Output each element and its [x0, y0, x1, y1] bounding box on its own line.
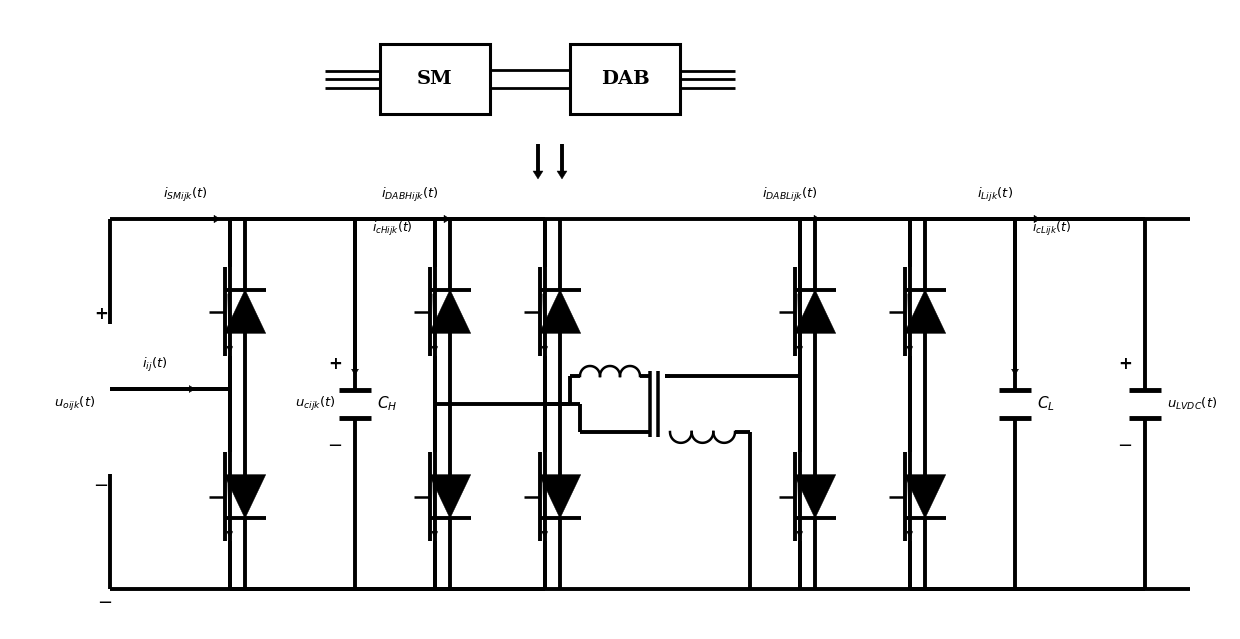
Text: $-$: $-$: [98, 592, 113, 610]
Polygon shape: [539, 289, 580, 334]
Text: $i_{ij}(t)$: $i_{ij}(t)$: [143, 356, 167, 374]
Polygon shape: [904, 289, 946, 334]
Polygon shape: [351, 369, 358, 375]
Text: $i_{Lijk}(t)$: $i_{Lijk}(t)$: [977, 186, 1013, 204]
Text: $C_L$: $C_L$: [1037, 395, 1055, 413]
Polygon shape: [429, 475, 471, 518]
Polygon shape: [224, 289, 265, 334]
Text: $i_{DABHijk}(t)$: $i_{DABHijk}(t)$: [381, 186, 439, 204]
Polygon shape: [533, 171, 543, 179]
Polygon shape: [215, 215, 219, 223]
Text: DAB: DAB: [600, 70, 650, 88]
Polygon shape: [1034, 215, 1040, 223]
Text: $i_{cLijk}(t)$: $i_{cLijk}(t)$: [1032, 220, 1071, 238]
Polygon shape: [904, 475, 946, 518]
Text: $u_{LVDC}(t)$: $u_{LVDC}(t)$: [1167, 396, 1218, 412]
Text: $i_{cHijk}(t)$: $i_{cHijk}(t)$: [372, 220, 413, 238]
Polygon shape: [1012, 369, 1018, 375]
Text: +: +: [1118, 355, 1132, 373]
Text: $-$: $-$: [93, 475, 109, 493]
Text: $u_{oijk}(t)$: $u_{oijk}(t)$: [55, 395, 95, 413]
Polygon shape: [557, 171, 567, 179]
Bar: [379, 44, 490, 114]
Polygon shape: [224, 475, 265, 518]
Polygon shape: [190, 385, 195, 392]
Text: SM: SM: [417, 70, 453, 88]
Polygon shape: [444, 215, 450, 223]
Text: $-$: $-$: [1117, 435, 1132, 453]
Polygon shape: [795, 475, 836, 518]
Bar: [570, 44, 680, 114]
Polygon shape: [539, 475, 580, 518]
Text: $-$: $-$: [327, 435, 342, 453]
Text: $C_H$: $C_H$: [377, 395, 397, 413]
Text: +: +: [329, 355, 342, 373]
Polygon shape: [429, 289, 471, 334]
Text: +: +: [94, 305, 108, 323]
Text: $i_{SMijk}(t)$: $i_{SMijk}(t)$: [162, 186, 207, 204]
Polygon shape: [813, 215, 820, 223]
Text: $i_{DABLijk}(t)$: $i_{DABLijk}(t)$: [763, 186, 818, 204]
Text: $u_{cijk}(t)$: $u_{cijk}(t)$: [295, 395, 335, 413]
Polygon shape: [795, 289, 836, 334]
